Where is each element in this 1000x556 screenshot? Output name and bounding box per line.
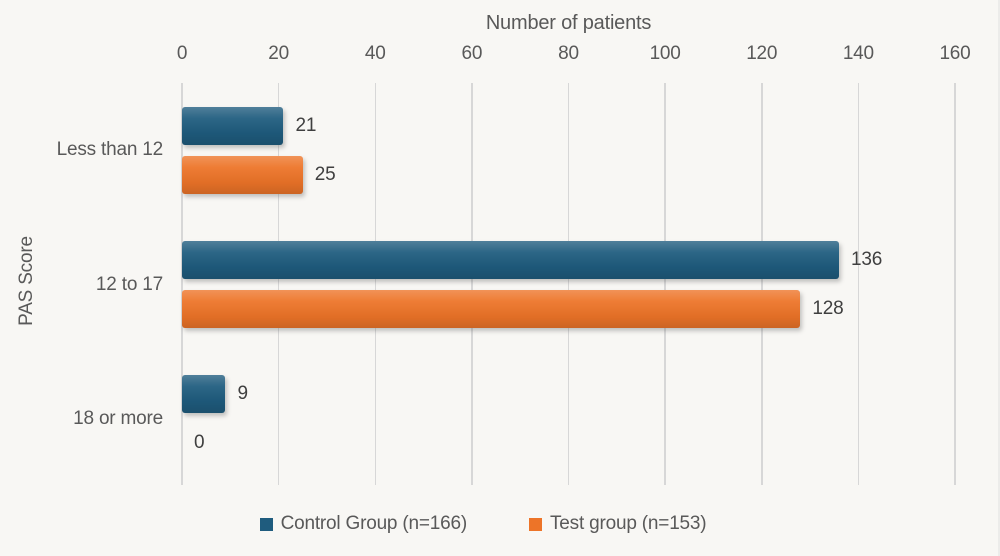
category-label: Less than 12 <box>56 139 164 161</box>
gridline <box>567 83 570 485</box>
bar <box>182 290 801 328</box>
data-label: 21 <box>295 114 317 136</box>
data-label: 9 <box>237 383 248 405</box>
x-tick-label: 80 <box>558 43 579 64</box>
data-label: 0 <box>194 432 205 454</box>
x-tick-label: 100 <box>649 43 681 64</box>
bar <box>182 155 303 194</box>
gridline <box>857 83 860 485</box>
bar <box>182 375 226 414</box>
legend-swatch <box>259 517 273 531</box>
gridline <box>954 83 956 485</box>
gridline <box>181 83 183 485</box>
legend-item: Test group (n=153) <box>529 513 707 535</box>
legend-label: Test group (n=153) <box>550 513 707 534</box>
gridline <box>277 83 280 485</box>
gridline <box>374 83 376 485</box>
legend-item: Control Group (n=166) <box>259 513 468 535</box>
x-axis-title: Number of patients <box>485 12 652 34</box>
x-tick-label: 40 <box>364 43 386 64</box>
data-label: 25 <box>314 163 336 185</box>
gridline <box>664 83 666 485</box>
x-tick-label: 0 <box>176 43 188 64</box>
data-label: 136 <box>851 249 883 270</box>
category-label: 12 to 17 <box>95 273 163 295</box>
x-tick-label: 120 <box>746 43 778 64</box>
x-tick-label: 60 <box>461 43 483 64</box>
x-tick-label: 140 <box>842 43 874 64</box>
x-tick-label: 160 <box>939 43 971 64</box>
bar <box>182 106 284 145</box>
gridline <box>471 83 473 485</box>
legend-swatch <box>529 517 542 531</box>
data-label: 128 <box>812 298 844 319</box>
bar <box>182 241 840 279</box>
category-label: 18 or more <box>73 407 163 429</box>
legend-label: Control Group (n=166) <box>280 513 468 534</box>
x-tick-label: 20 <box>268 43 289 64</box>
gridline <box>761 83 763 485</box>
legend: Control Group (n=166) Test group (n=153) <box>0 513 983 535</box>
